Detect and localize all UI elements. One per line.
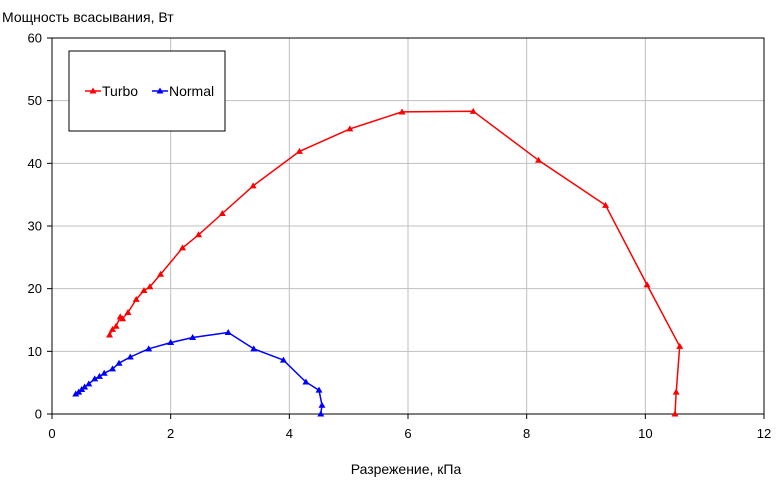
legend-label-turbo: Turbo (102, 83, 138, 99)
y-tick-label: 40 (28, 156, 42, 171)
x-tick-label: 4 (286, 426, 293, 441)
data-point-turbo (346, 125, 354, 132)
axis-ticks: 0 2 4 6 8 10 12 0 10 20 30 40 50 60 (28, 31, 772, 442)
data-point-turbo (676, 342, 684, 349)
data-point-normal (145, 345, 153, 352)
data-point-turbo (112, 322, 120, 329)
legend-marker-normal (156, 87, 164, 94)
data-point-normal (250, 345, 258, 352)
data-point-turbo (146, 283, 154, 290)
data-point-turbo (140, 287, 148, 294)
data-point-turbo (109, 325, 117, 332)
data-point-turbo (469, 107, 477, 114)
data-point-turbo (218, 209, 226, 216)
data-point-normal (91, 375, 99, 382)
data-point-turbo (249, 182, 257, 189)
data-point-turbo (398, 108, 406, 115)
y-axis-title: Мощность всасывания, Вт (2, 9, 174, 25)
data-point-normal (279, 356, 287, 363)
data-point-normal (302, 378, 310, 385)
x-tick-label: 10 (638, 426, 652, 441)
data-point-turbo (132, 295, 140, 302)
data-point-normal (167, 339, 175, 346)
y-tick-label: 0 (35, 407, 42, 422)
series-layer (72, 107, 684, 417)
data-point-normal (315, 386, 323, 393)
y-tick-label: 10 (28, 344, 42, 359)
x-tick-label: 12 (757, 426, 771, 441)
legend-label-normal: Normal (169, 83, 214, 99)
x-tick-label: 2 (167, 426, 174, 441)
data-point-normal (318, 401, 326, 408)
data-point-normal (115, 359, 123, 366)
data-point-turbo (295, 147, 303, 154)
data-point-normal (100, 369, 108, 376)
data-point-turbo (179, 244, 187, 251)
data-point-turbo (106, 331, 114, 338)
series-line-normal (75, 331, 323, 415)
x-tick-label: 6 (404, 426, 411, 441)
data-point-normal (109, 365, 117, 372)
data-point-normal (189, 334, 197, 341)
data-point-turbo (671, 410, 679, 417)
data-point-normal (95, 372, 103, 379)
y-tick-label: 20 (28, 281, 42, 296)
data-point-normal (126, 353, 134, 360)
data-point-turbo (157, 270, 165, 277)
data-point-normal (72, 390, 80, 397)
x-axis-title: Разрежение, кПа (351, 461, 462, 477)
data-point-turbo (195, 231, 203, 238)
legend-marker-turbo (89, 87, 97, 94)
y-tick-label: 60 (28, 31, 42, 46)
data-point-turbo (119, 315, 127, 322)
data-point-turbo (124, 308, 132, 315)
data-point-turbo (672, 388, 680, 395)
series-line-turbo (108, 110, 681, 415)
x-tick-label: 8 (523, 426, 530, 441)
y-tick-label: 30 (28, 219, 42, 234)
data-point-normal (85, 380, 93, 387)
data-point-turbo (535, 156, 543, 163)
data-point-normal (224, 329, 232, 336)
y-tick-label: 50 (28, 93, 42, 108)
legend: Turbo Normal (68, 50, 226, 132)
data-point-normal (81, 383, 89, 390)
data-point-turbo (643, 281, 651, 288)
data-point-normal (317, 410, 325, 417)
x-tick-label: 0 (48, 426, 55, 441)
data-point-turbo (602, 201, 610, 208)
grid-lines (52, 38, 764, 414)
